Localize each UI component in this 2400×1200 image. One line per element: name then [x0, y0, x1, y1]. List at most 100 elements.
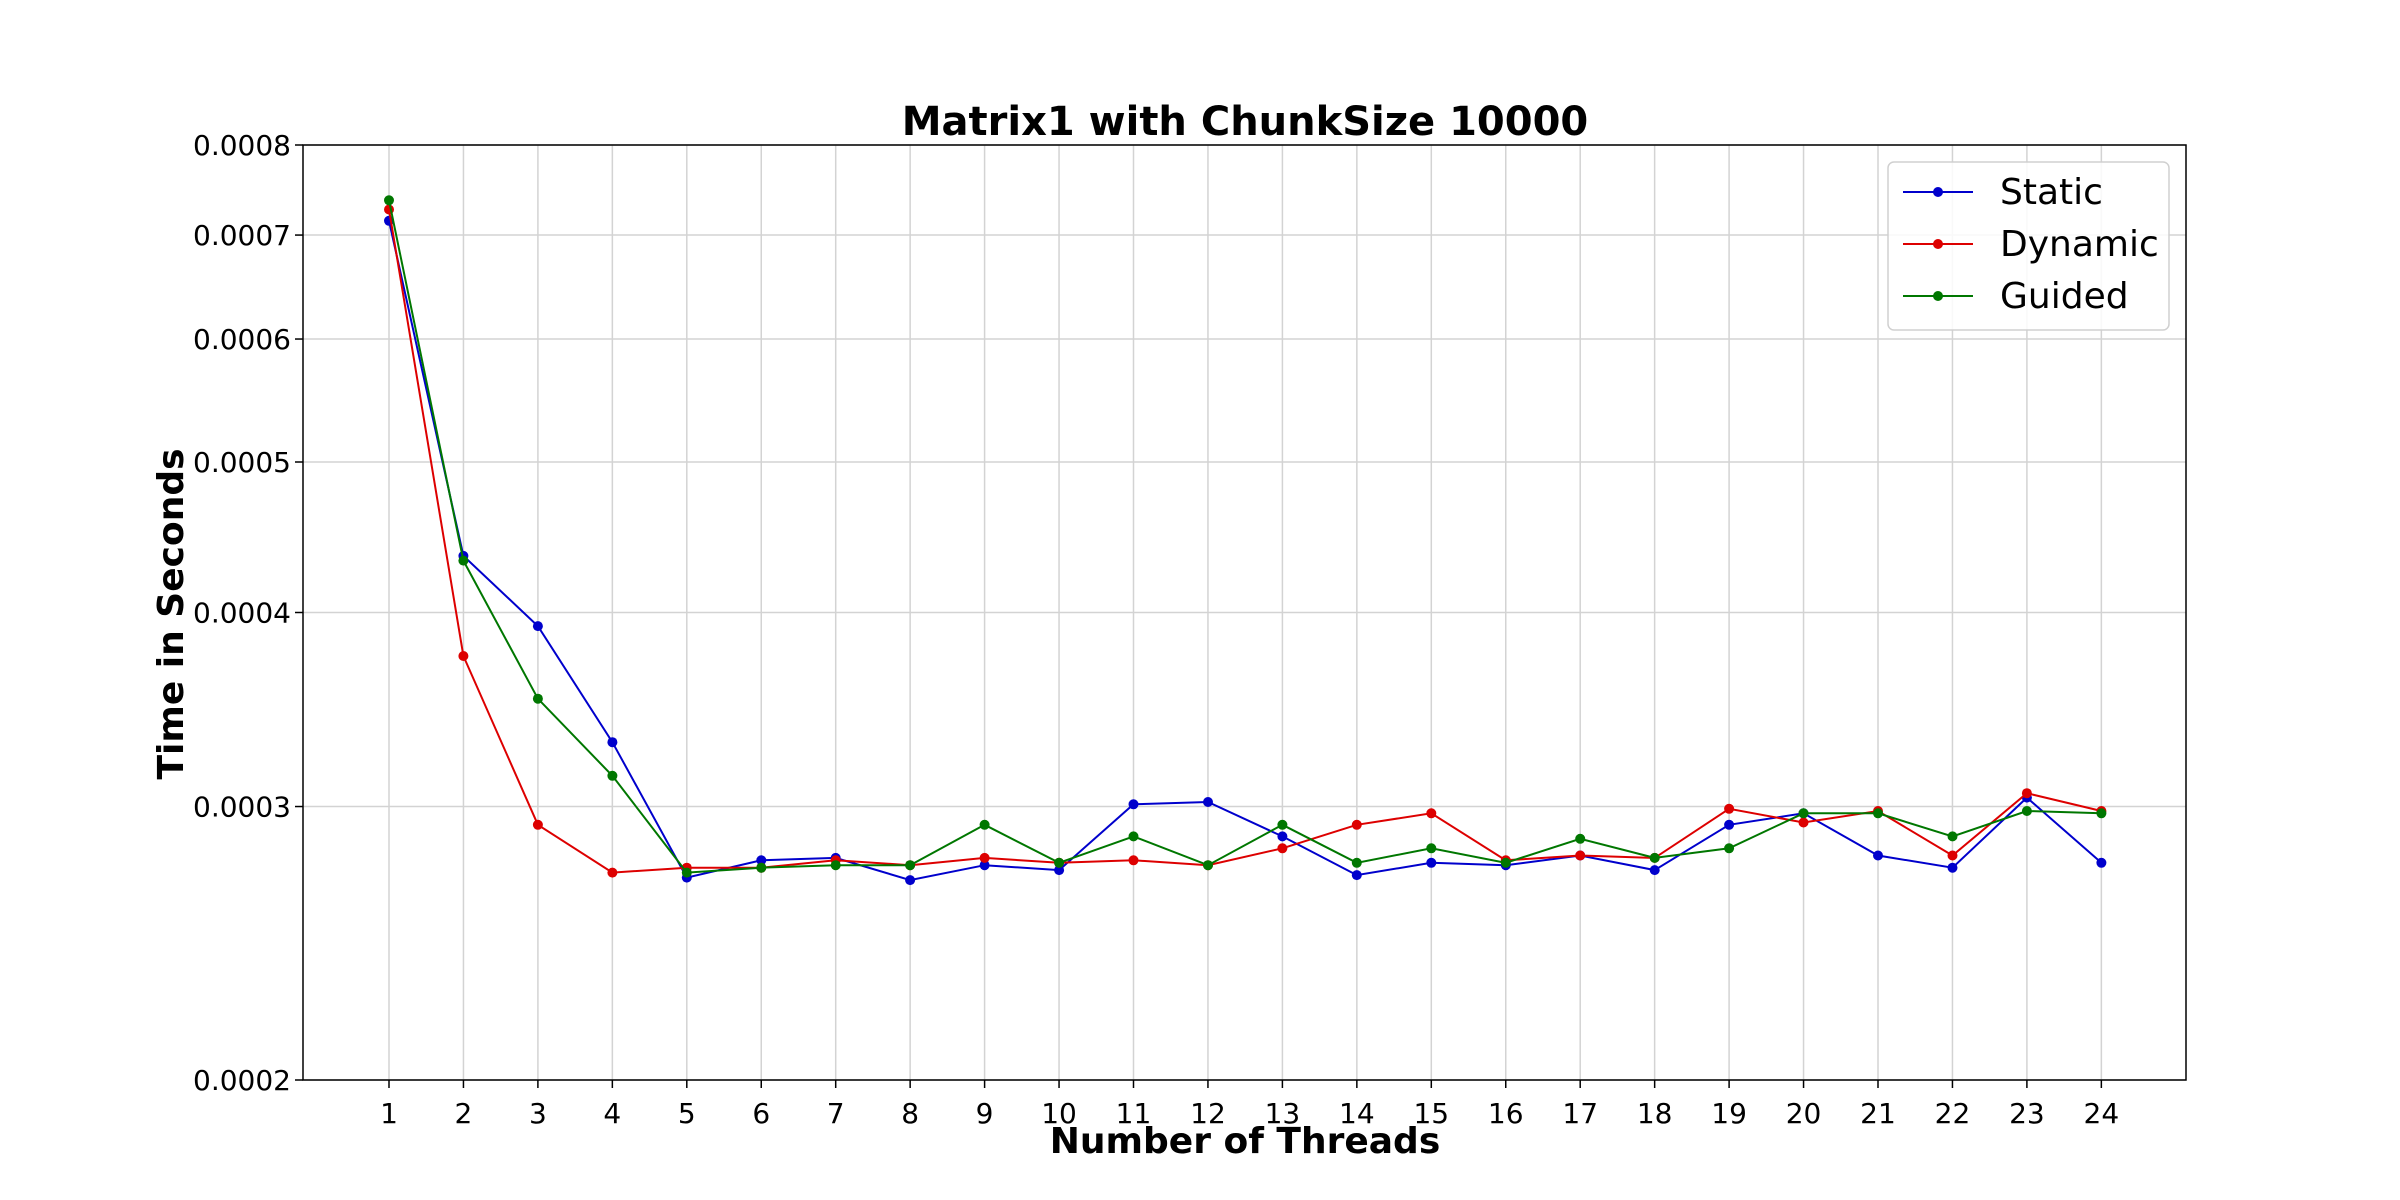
x-tick-label: 2 — [455, 1097, 473, 1130]
series-static — [384, 215, 2107, 886]
chart-title: Matrix1 with ChunkSize 10000 — [902, 99, 1589, 145]
x-tick-label: 8 — [901, 1097, 919, 1130]
series-line — [388, 220, 2103, 882]
series-dynamic — [384, 204, 2107, 878]
data-point — [1351, 819, 1362, 830]
x-tick-label: 4 — [603, 1097, 621, 1130]
legend: Static Dynamic Guided — [1887, 161, 2170, 331]
data-point — [756, 855, 767, 866]
data-point — [384, 195, 394, 206]
x-tick-label: 21 — [1860, 1097, 1896, 1130]
x-tick-label: 11 — [1116, 1097, 1152, 1130]
legend-box — [1887, 161, 2170, 331]
legend-entry: Dynamic — [1903, 224, 2159, 265]
data-point — [1500, 857, 1511, 868]
data-point — [681, 867, 692, 878]
series-guided — [384, 195, 2107, 878]
axis-ticks: 1 2 3 4 5 6 7 8 9 10 11 12 13 14 15 16 17 18 19 20 21 22 23 240… — [193, 129, 2119, 1130]
data-point — [1575, 833, 1586, 844]
legend-marker — [1933, 239, 1943, 249]
legend-marker — [1933, 291, 1943, 301]
x-tick-label: 12 — [1190, 1097, 1226, 1130]
data-point — [1128, 799, 1139, 810]
x-tick-label: 3 — [529, 1097, 547, 1130]
data-point — [532, 819, 543, 830]
x-tick-label: 9 — [976, 1097, 994, 1130]
data-point — [979, 852, 990, 863]
x-tick-label: 23 — [2009, 1097, 2045, 1130]
data-point — [979, 819, 990, 830]
data-point — [1426, 808, 1437, 819]
x-axis-label: Number of Threads — [1050, 1121, 1441, 1162]
x-tick-label: 19 — [1711, 1097, 1747, 1130]
data-point — [1873, 808, 1883, 819]
x-tick-label: 13 — [1265, 1097, 1301, 1130]
data-point — [905, 860, 916, 871]
data-point — [607, 770, 618, 781]
x-tick-label: 10 — [1041, 1097, 1077, 1130]
data-point — [756, 862, 767, 873]
data-point — [607, 737, 618, 748]
data-point — [2096, 808, 2107, 819]
data-point — [607, 867, 618, 878]
data-point — [979, 860, 990, 871]
x-tick-label: 18 — [1637, 1097, 1673, 1130]
x-tick-label: 5 — [678, 1097, 696, 1130]
data-point — [1649, 865, 1660, 876]
y-tick-label: 0.0005 — [193, 446, 291, 479]
legend-label: Guided — [2000, 276, 2129, 317]
data-point — [458, 651, 469, 661]
legend-label: Static — [2000, 172, 2103, 213]
x-tick-label: 16 — [1488, 1097, 1524, 1130]
y-axis-label: Time in Seconds — [151, 448, 192, 779]
legend-entry: Guided — [1903, 276, 2129, 317]
data-point — [1798, 808, 1809, 819]
data-point — [1947, 850, 1958, 861]
data-point — [532, 693, 543, 704]
y-tick-label: 0.0002 — [193, 1064, 291, 1097]
data-point — [1277, 843, 1288, 854]
y-tick-label: 0.0006 — [193, 323, 291, 356]
data-point — [1203, 797, 1213, 807]
series-line — [388, 200, 2102, 874]
data-point — [458, 555, 469, 566]
series-line — [388, 209, 2102, 874]
x-tick-label: 24 — [2084, 1097, 2120, 1130]
data-point — [1724, 819, 1735, 830]
y-tick-label: 0.0008 — [193, 129, 291, 162]
y-tick-label: 0.0003 — [193, 791, 291, 824]
x-tick-label: 1 — [380, 1097, 398, 1130]
series-layer — [384, 195, 2107, 886]
data-point — [1426, 843, 1437, 854]
data-point — [1054, 865, 1065, 876]
data-point — [2096, 857, 2107, 868]
x-tick-label: 15 — [1413, 1097, 1449, 1130]
legend-marker — [1933, 187, 1943, 197]
data-point — [1203, 860, 1213, 871]
data-point — [830, 860, 841, 871]
data-point — [532, 621, 543, 632]
x-tick-label: 22 — [1935, 1097, 1971, 1130]
data-point — [1128, 855, 1139, 866]
legend-label: Dynamic — [2000, 224, 2159, 265]
data-point — [1128, 831, 1139, 842]
x-tick-label: 14 — [1339, 1097, 1375, 1130]
data-point — [1277, 819, 1288, 830]
data-point — [1947, 831, 1958, 842]
data-point — [1426, 857, 1437, 868]
data-point — [1575, 850, 1586, 861]
data-point — [1873, 850, 1883, 861]
data-point — [2021, 788, 2032, 799]
data-point — [1724, 843, 1735, 854]
data-point — [1351, 857, 1362, 868]
x-tick-label: 6 — [752, 1097, 770, 1130]
legend-entry: Static — [1903, 172, 2103, 213]
data-point — [1798, 817, 1809, 828]
data-point — [1277, 831, 1288, 842]
data-point — [1649, 852, 1660, 863]
x-tick-label: 20 — [1786, 1097, 1822, 1130]
y-tick-label: 0.0004 — [193, 597, 291, 630]
data-point — [2021, 806, 2032, 816]
y-tick-label: 0.0007 — [193, 219, 291, 252]
